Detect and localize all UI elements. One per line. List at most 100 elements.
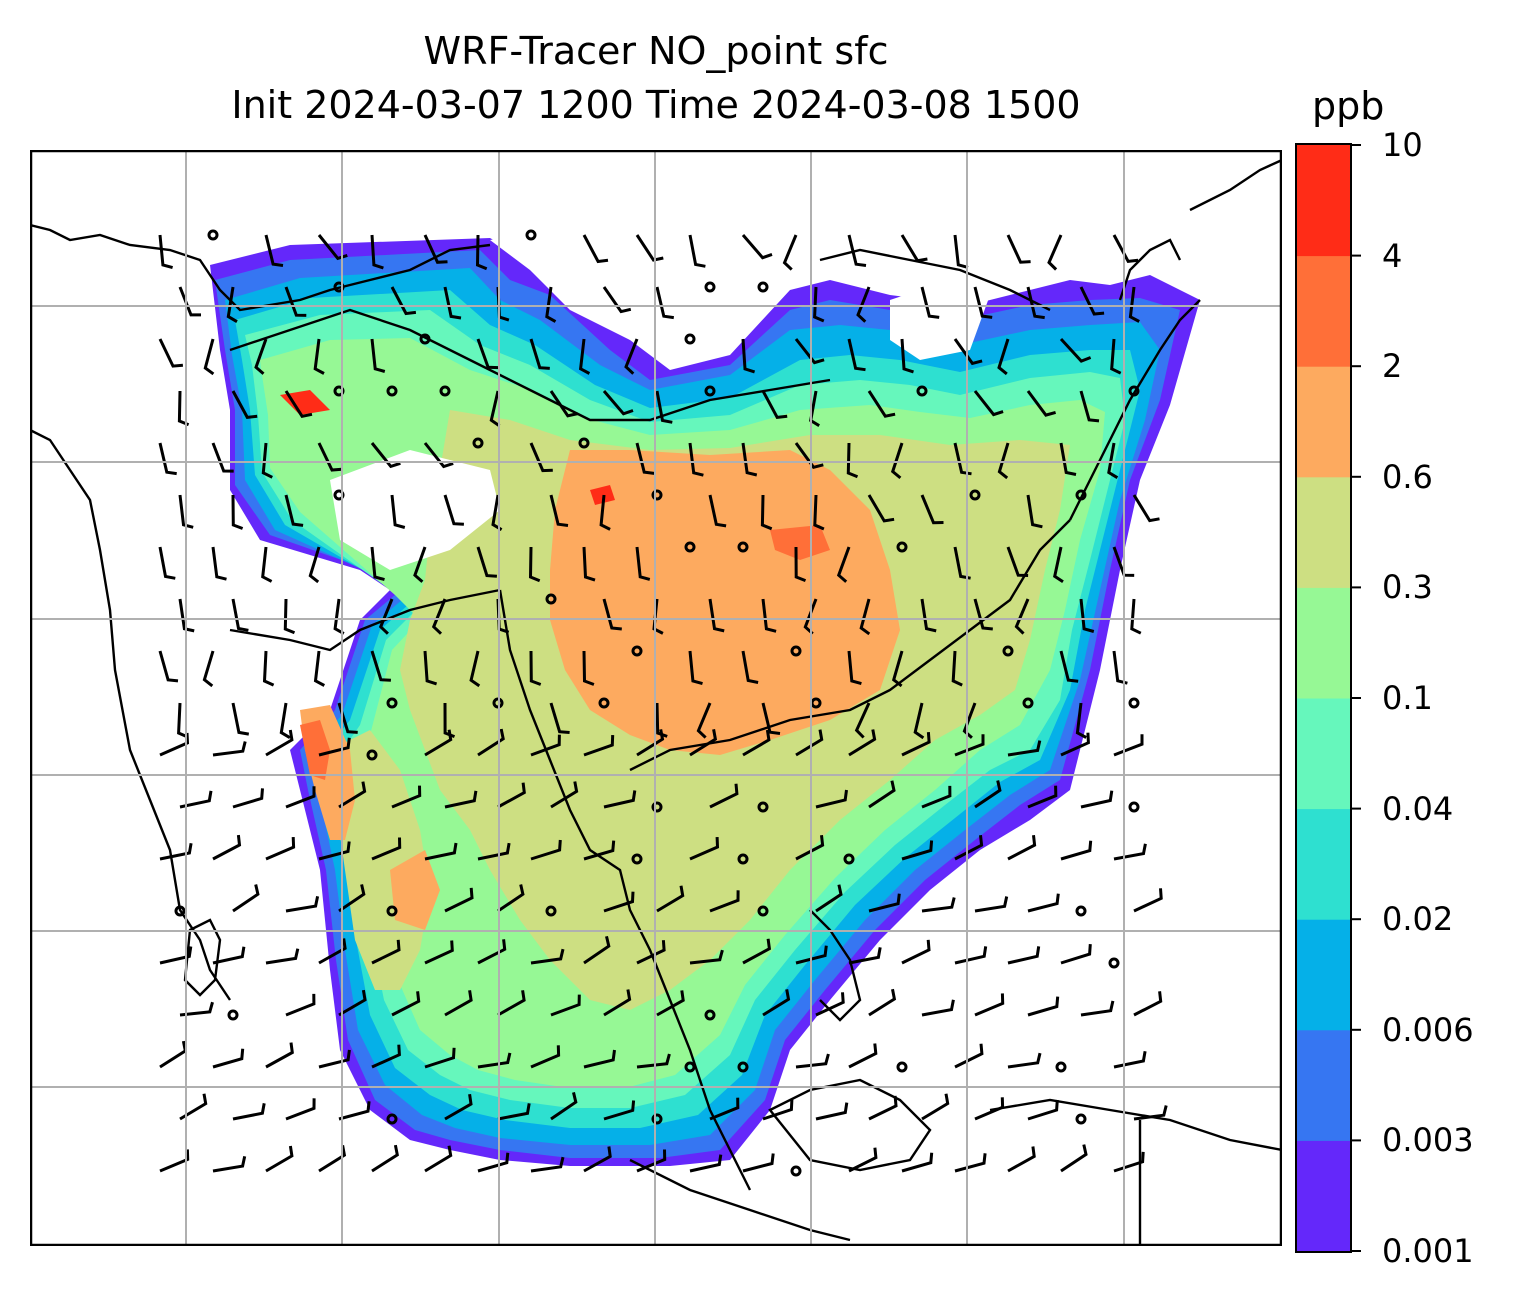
wind-barb: [1132, 494, 1160, 523]
calm-wind-marker: [227, 1009, 239, 1021]
wind-barb: [284, 390, 313, 418]
wind-barb: [1079, 390, 1100, 423]
colorbar-tick-label: 2: [1382, 347, 1403, 386]
wind-barb: [900, 234, 928, 263]
wind-barb: [313, 338, 325, 375]
wind-barb: [390, 494, 406, 529]
wind-barb: [655, 286, 675, 320]
calm-wind-marker: [969, 489, 981, 501]
wind-barb: [602, 286, 632, 314]
wind-barb: [636, 1053, 671, 1069]
wind-barb: [760, 494, 773, 531]
calm-wind-marker: [419, 333, 431, 345]
wind-barb: [689, 837, 720, 861]
wind-barb: [477, 842, 511, 861]
wind-barb: [318, 1049, 351, 1069]
wind-barb: [265, 1042, 294, 1069]
colorbar-tick-label: 10: [1382, 126, 1423, 164]
wind-barb: [815, 789, 848, 809]
wind-barb: [212, 741, 247, 757]
calm-wind-marker: [704, 385, 716, 397]
wind-barb: [973, 598, 993, 631]
wind-barb: [211, 442, 234, 473]
wind-barb: [261, 546, 273, 583]
wind-barb: [308, 546, 321, 584]
wind-barb: [815, 1102, 849, 1121]
wind-barb: [847, 338, 866, 372]
wind-barb: [497, 782, 526, 809]
colorbar-swatch: [1296, 145, 1351, 257]
wind-barb: [709, 783, 739, 809]
wind-barb: [689, 949, 724, 965]
wind-barb: [868, 1095, 898, 1121]
colorbar-swatch: [1296, 366, 1351, 478]
wind-barb: [530, 1045, 561, 1069]
wind-barb: [954, 1153, 987, 1173]
wind-barb: [656, 990, 685, 1017]
wind-barb: [1080, 790, 1114, 809]
wind-barb: [424, 940, 454, 965]
wind-barb: [279, 702, 291, 739]
wind-barb: [1112, 234, 1139, 264]
wind-barb: [1027, 785, 1058, 809]
wind-barb: [953, 338, 983, 366]
wind-barb: [1128, 286, 1140, 323]
wind-barb: [158, 546, 176, 580]
colorbar-ticks: [1351, 144, 1361, 1252]
calm-wind-marker: [651, 801, 663, 813]
calm-wind-marker: [386, 697, 398, 709]
colorbar: [1295, 143, 1361, 1253]
wind-barb: [867, 494, 895, 523]
wind-barb: [424, 729, 453, 757]
wind-barb: [901, 1152, 934, 1173]
field-level-4-spot2: [770, 525, 830, 560]
wind-barb: [317, 234, 348, 261]
wind-barb: [318, 737, 351, 757]
wind-barb: [211, 546, 227, 581]
wind-barb: [1080, 1000, 1115, 1017]
coastline-korea: [1118, 238, 1182, 301]
calm-wind-marker: [545, 593, 557, 605]
wind-barb: [1026, 494, 1043, 529]
wind-barb: [761, 598, 777, 633]
wind-barb: [655, 390, 673, 424]
wind-barb: [689, 1154, 723, 1173]
wind-barb: [283, 598, 296, 635]
wind-barb: [920, 286, 940, 319]
calm-wind-marker: [737, 853, 749, 865]
wind-barb: [530, 839, 562, 861]
wind-barb: [338, 884, 366, 913]
wind-barb: [1014, 598, 1030, 635]
calm-wind-marker: [1075, 489, 1087, 501]
wind-barb: [497, 884, 525, 913]
calm-wind-marker: [1055, 1061, 1067, 1073]
calm-wind-marker: [1128, 697, 1140, 709]
wind-barb: [212, 1048, 245, 1069]
wind-barb: [158, 338, 184, 368]
wind-barb: [179, 1093, 208, 1121]
wind-barb: [901, 840, 934, 861]
wind-barb: [285, 993, 316, 1017]
wind-barb: [578, 338, 591, 375]
wind-barb: [1060, 943, 1092, 965]
wind-barb: [318, 841, 351, 861]
calm-wind-marker: [684, 541, 696, 553]
calm-wind-marker: [578, 437, 590, 449]
wind-barb: [443, 494, 464, 526]
wind-barb: [890, 442, 904, 480]
wind-barb: [891, 650, 904, 688]
wind-barb: [636, 1149, 667, 1173]
calm-wind-marker: [525, 229, 537, 241]
wind-barb: [689, 729, 718, 757]
calm-wind-marker: [439, 385, 451, 397]
wind-barb: [159, 842, 193, 861]
calm-wind-marker: [386, 1113, 398, 1125]
wind-barb: [583, 1146, 612, 1173]
wind-barb: [795, 1053, 830, 1069]
wind-barb: [530, 1156, 565, 1173]
colorbar-tick-label: 0.003: [1382, 1121, 1474, 1160]
wind-barb: [231, 390, 258, 420]
wind-barb: [583, 935, 611, 965]
wind-barb: [549, 390, 578, 418]
wind-barb: [231, 494, 244, 530]
